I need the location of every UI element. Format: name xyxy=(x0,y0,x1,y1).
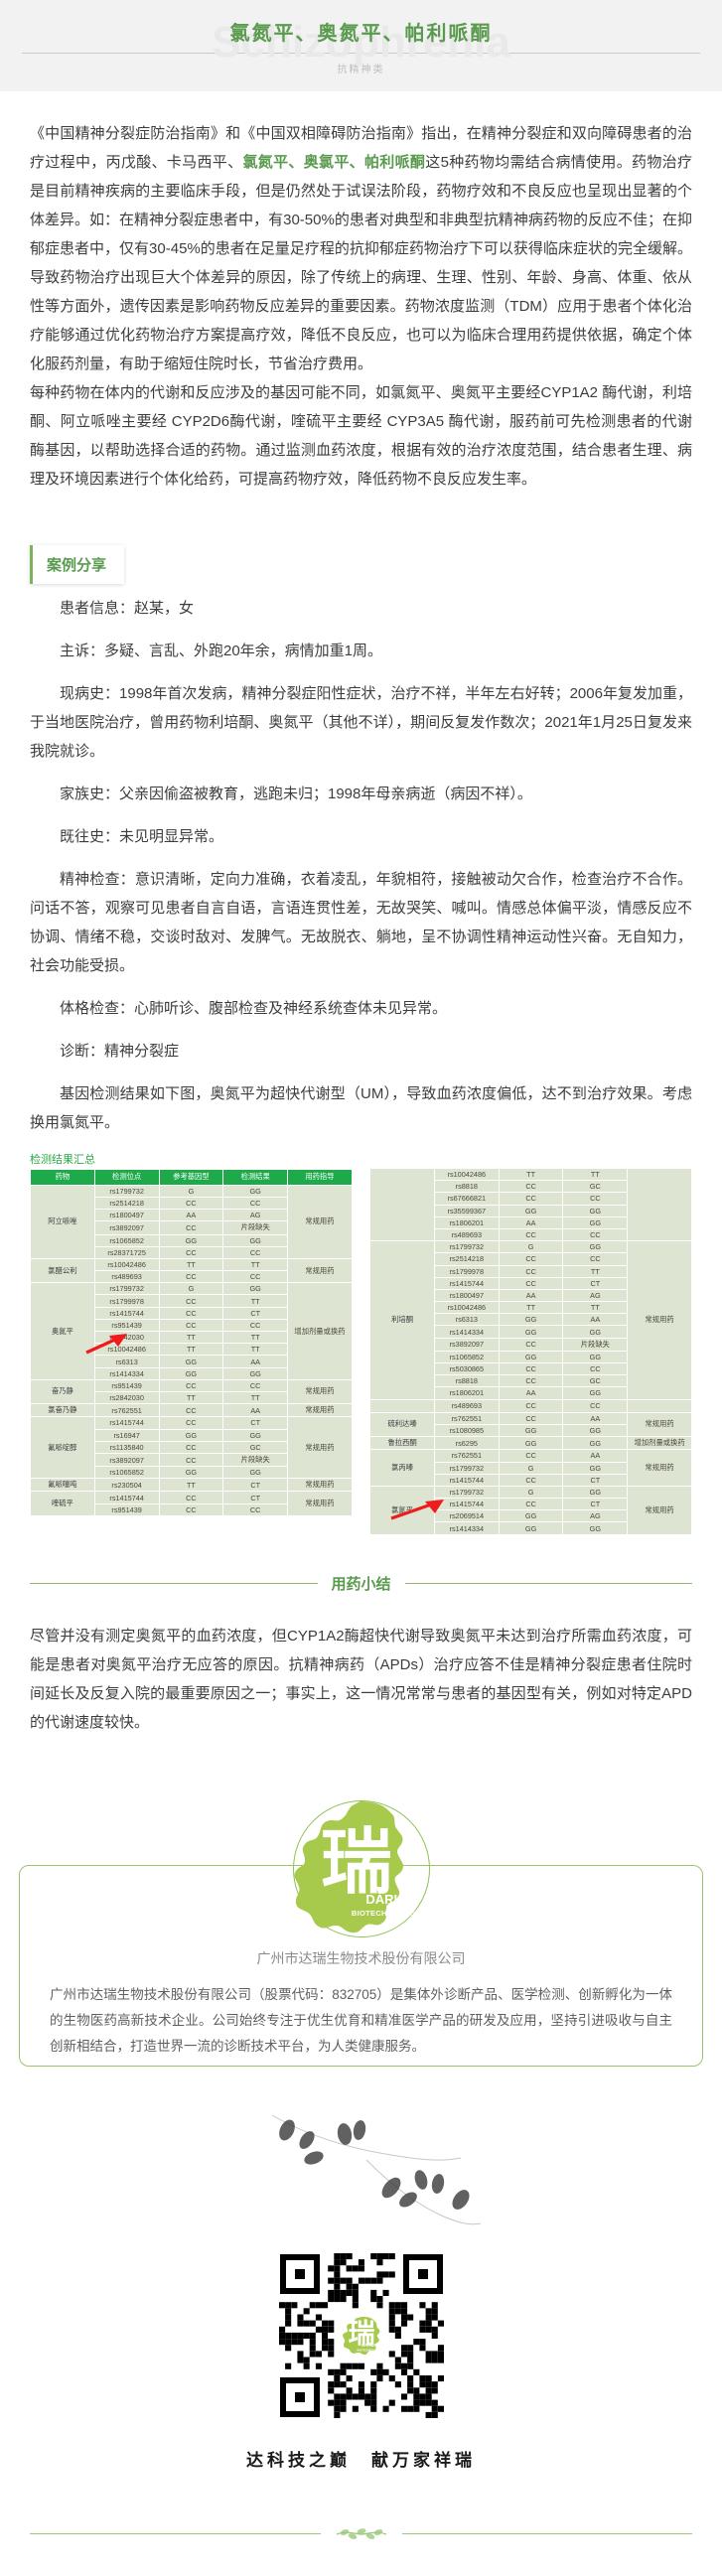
svg-text:BIOTECHNOLOGY: BIOTECHNOLOGY xyxy=(351,1909,420,1918)
svg-text:DARUI: DARUI xyxy=(361,2343,375,2348)
svg-text:DARUI: DARUI xyxy=(365,1892,406,1907)
svg-text:瑞: 瑞 xyxy=(320,1823,391,1903)
svg-text:BIOTECHNOLOGY: BIOTECHNOLOGY xyxy=(357,2348,379,2352)
